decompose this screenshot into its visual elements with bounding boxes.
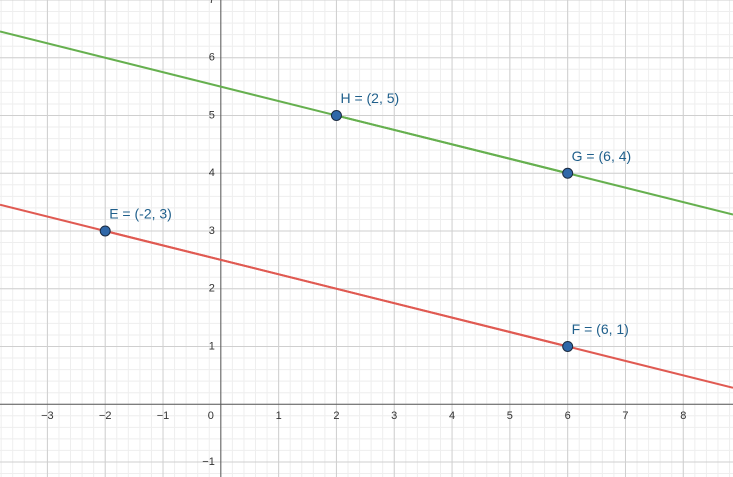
point <box>330 109 342 121</box>
x-tick-label: 3 <box>391 410 397 422</box>
point-label: G = (6, 4) <box>572 148 632 164</box>
y-tick-label: −1 <box>202 456 215 468</box>
x-tick-label: 4 <box>449 410 455 422</box>
x-tick-label: 8 <box>680 410 686 422</box>
x-tick-label: −2 <box>99 410 112 422</box>
line <box>336 114 568 175</box>
x-tick-label: 5 <box>507 410 513 422</box>
x-tick-label: −3 <box>41 410 54 422</box>
y-tick-label: 3 <box>209 225 215 237</box>
x-tick-label: 0 <box>208 410 214 422</box>
y-tick-label: 2 <box>209 283 215 295</box>
point-label: H = (2, 5) <box>340 90 399 106</box>
x-tick-label: 2 <box>333 410 339 422</box>
y-tick-label: 6 <box>209 52 215 64</box>
point <box>562 340 574 352</box>
x-tick-label: −1 <box>157 410 170 422</box>
x-tick-label: 7 <box>622 410 628 422</box>
point <box>99 225 111 237</box>
point-label: F = (6, 1) <box>572 321 629 337</box>
point-label: E = (-2, 3) <box>109 206 172 222</box>
x-tick-label: 1 <box>276 410 282 422</box>
x-tick-label: 6 <box>565 410 571 422</box>
line <box>104 230 568 348</box>
y-tick-label: 1 <box>209 340 215 352</box>
y-tick-label: 7 <box>209 0 215 6</box>
point <box>562 167 574 179</box>
y-tick-label: 5 <box>209 109 215 121</box>
y-tick-label: 4 <box>209 167 215 179</box>
